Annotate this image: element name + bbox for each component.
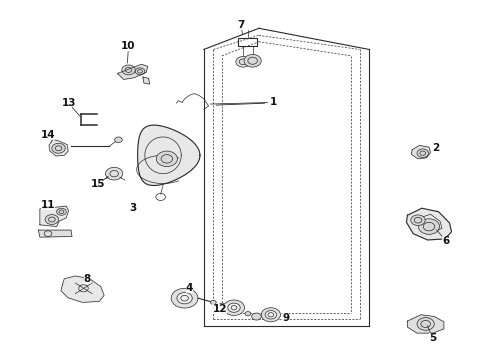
Circle shape	[210, 300, 216, 305]
Circle shape	[122, 65, 135, 75]
Circle shape	[156, 151, 177, 167]
Circle shape	[227, 303, 240, 312]
Text: 1: 1	[269, 98, 276, 107]
Bar	[238, 38, 257, 46]
Polygon shape	[406, 208, 450, 240]
Polygon shape	[407, 315, 443, 333]
Circle shape	[105, 167, 122, 180]
Polygon shape	[61, 276, 104, 302]
Circle shape	[219, 303, 224, 307]
Text: 13: 13	[61, 98, 76, 108]
Circle shape	[227, 306, 233, 310]
Polygon shape	[39, 230, 72, 237]
Circle shape	[261, 308, 280, 322]
Text: 12: 12	[212, 305, 226, 315]
Polygon shape	[137, 125, 200, 185]
Circle shape	[244, 312, 250, 316]
Circle shape	[57, 208, 66, 215]
Circle shape	[171, 288, 198, 308]
Text: 4: 4	[185, 283, 193, 293]
Circle shape	[416, 318, 433, 330]
Polygon shape	[142, 77, 149, 84]
Polygon shape	[410, 145, 429, 159]
Text: 10: 10	[121, 41, 136, 51]
Text: 8: 8	[83, 274, 91, 284]
Circle shape	[135, 68, 144, 75]
Circle shape	[251, 313, 261, 320]
Circle shape	[177, 293, 192, 304]
Circle shape	[410, 215, 424, 225]
Circle shape	[244, 54, 261, 67]
Circle shape	[52, 143, 65, 153]
Text: 3: 3	[129, 203, 137, 213]
Circle shape	[235, 57, 250, 67]
Circle shape	[236, 309, 242, 313]
Circle shape	[45, 215, 59, 224]
Polygon shape	[40, 206, 68, 226]
Circle shape	[416, 149, 427, 157]
Text: 5: 5	[428, 333, 436, 343]
Circle shape	[114, 137, 122, 143]
Text: 15: 15	[91, 179, 105, 189]
Text: 2: 2	[432, 143, 439, 153]
Polygon shape	[49, 139, 68, 156]
Polygon shape	[117, 64, 147, 80]
Circle shape	[264, 311, 276, 319]
Text: 14: 14	[41, 130, 55, 140]
Circle shape	[418, 219, 439, 234]
Text: 11: 11	[41, 200, 55, 210]
Text: 9: 9	[282, 313, 289, 323]
Text: 7: 7	[237, 20, 244, 30]
Circle shape	[223, 300, 244, 315]
Text: 6: 6	[441, 236, 448, 246]
